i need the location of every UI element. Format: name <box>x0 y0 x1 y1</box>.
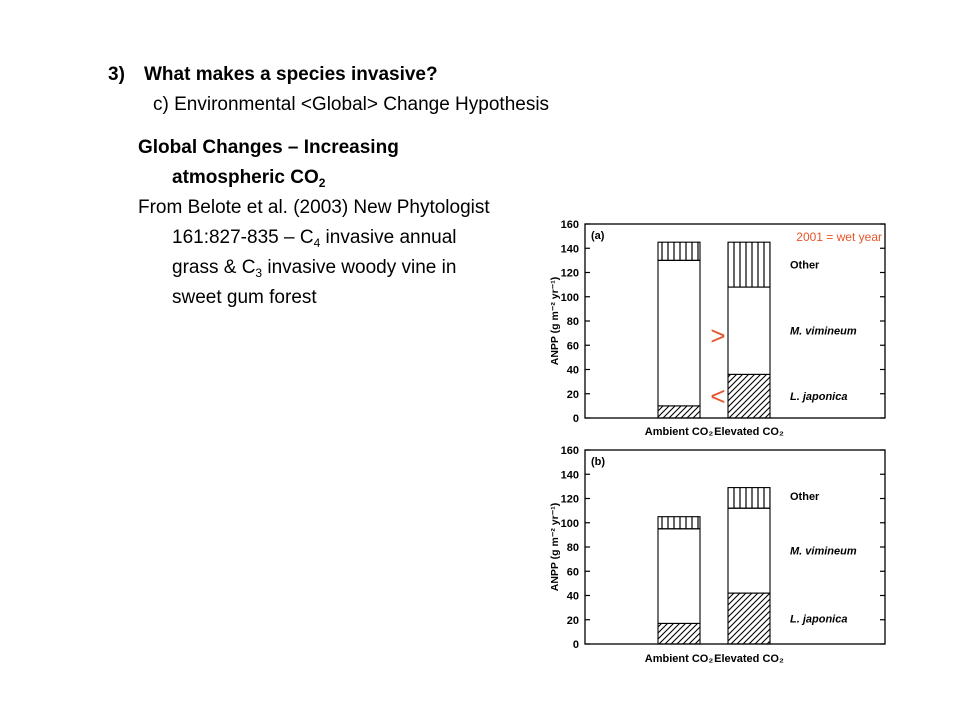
y-tick-label: 40 <box>567 365 579 377</box>
y-tick-label: 160 <box>561 445 579 457</box>
topic-line-2-sub: 2 <box>318 176 326 190</box>
source-line-3-post: invasive woody vine in <box>262 257 457 278</box>
chart-panel-1: 0 20 40 60 80 100 120 140 160 (a) ANPP (g m⁻² yr⁻¹… <box>549 219 886 438</box>
panel-label: (a) <box>591 230 605 242</box>
y-tick-label: 140 <box>561 243 579 255</box>
y-tick-label: 160 <box>561 219 579 231</box>
source-line-2-sub: 4 <box>313 236 321 250</box>
source-line-2-post: invasive annual <box>320 227 457 248</box>
less-than-marker: < <box>710 381 725 411</box>
y-tick-label: 120 <box>561 494 579 506</box>
topic-line-1: Global Changes – Increasing <box>138 137 399 158</box>
series-label: M. vimineum <box>790 546 857 558</box>
source-line-2: 161:827-835 – C4 invasive annual <box>138 223 598 253</box>
bar-segment <box>657 241 701 261</box>
topic-line-2-text: atmospheric CO <box>172 167 319 188</box>
greater-than-marker: > <box>710 321 725 351</box>
bar-segment <box>657 516 701 530</box>
y-tick-label: 140 <box>561 469 579 481</box>
source-line-3-pre: grass & C <box>172 257 256 278</box>
bar-segment <box>727 592 771 645</box>
bar-segment <box>657 622 701 645</box>
topic-line-2: atmospheric CO2 <box>138 163 598 193</box>
source-line-3: grass & C3 invasive woody vine in <box>138 253 598 283</box>
y-tick-label: 20 <box>567 615 579 627</box>
source-line-4: sweet gum forest <box>172 287 317 308</box>
bar-segment <box>657 259 701 407</box>
y-tick-label: 0 <box>573 413 579 425</box>
bar-segment <box>727 487 771 509</box>
y-tick-label: 100 <box>561 518 579 530</box>
source-line-2-pre: 161:827-835 – C <box>172 227 314 248</box>
bar-segment <box>727 286 771 375</box>
series-label: L. japonica <box>790 391 847 403</box>
heading-number: 3) <box>108 64 125 85</box>
heading-text: What makes a species invasive? <box>144 64 438 85</box>
y-tick-label: 80 <box>567 542 579 554</box>
series-label: L. japonica <box>790 614 847 626</box>
panel-label: (b) <box>591 456 605 468</box>
bar-segment <box>727 241 771 288</box>
wet-year-note: 2001 = wet year <box>796 230 882 244</box>
category-label: Elevated CO₂ <box>714 653 784 665</box>
chart-panels: 0 20 40 60 80 100 120 140 160 (a) ANPP (g m⁻² yr⁻¹… <box>549 219 886 665</box>
y-tick-label: 80 <box>567 316 579 328</box>
y-tick-label: 60 <box>567 566 579 578</box>
y-tick-label: 100 <box>561 292 579 304</box>
series-label: M. vimineum <box>790 326 857 338</box>
slide-body: Global Changes – Increasing atmospheric … <box>138 133 598 313</box>
slide-heading: 3) What makes a species invasive? <box>108 64 438 86</box>
source-line-3-sub: 3 <box>255 266 263 280</box>
y-tick-label: 20 <box>567 389 579 401</box>
bar-segment <box>657 405 701 419</box>
bar-segment <box>727 507 771 594</box>
y-tick-label: 0 <box>573 639 579 651</box>
y-tick-label: 120 <box>561 268 579 280</box>
y-tick-label: 40 <box>567 591 579 603</box>
series-label: Other <box>790 260 820 272</box>
y-axis-label: ANPP (g m⁻² yr⁻¹) <box>549 503 561 591</box>
category-label: Ambient CO₂ <box>645 653 714 665</box>
bar-segment <box>727 373 771 419</box>
chart-annotations: 2001 = wet year > < <box>710 230 882 411</box>
y-tick-label: 60 <box>567 340 579 352</box>
bar-segment <box>657 528 701 624</box>
source-line-1: From Belote et al. (2003) New Phytologis… <box>138 197 490 218</box>
series-label: Other <box>790 491 820 503</box>
category-label: Ambient CO₂ <box>645 426 714 438</box>
chart-panel-2: 0 20 40 60 80 100 120 140 160 (b) ANPP (g m⁻² yr⁻¹… <box>549 445 886 665</box>
anpp-figure: 0 20 40 60 80 100 120 140 160 (a) ANPP (g m⁻² yr⁻¹… <box>549 219 886 665</box>
category-label: Elevated CO₂ <box>714 426 784 438</box>
slide-subheading: c) Environmental <Global> Change Hypothe… <box>153 94 550 115</box>
y-axis-label: ANPP (g m⁻² yr⁻¹) <box>549 277 561 365</box>
